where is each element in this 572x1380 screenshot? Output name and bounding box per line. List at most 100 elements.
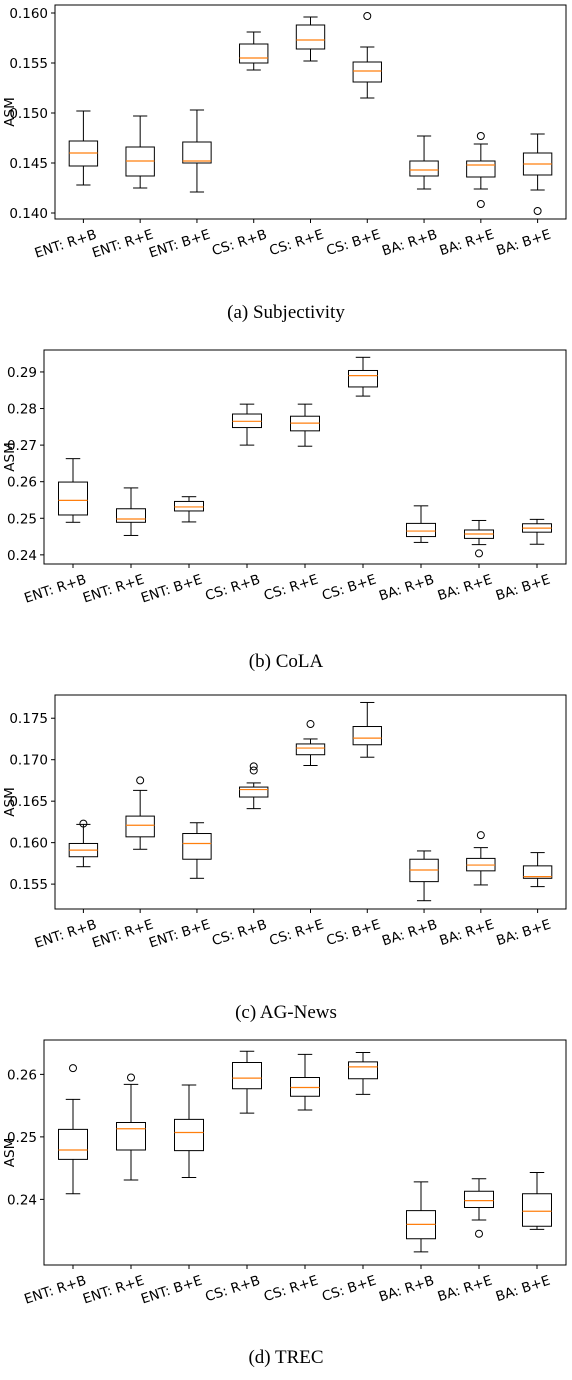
caption-cola: (b) CoLA <box>248 651 324 672</box>
y-tick-label: 0.27 <box>7 438 37 454</box>
outlier-point <box>249 762 258 771</box>
x-tick-label: ENT: R+B <box>22 1273 88 1308</box>
x-tick-label: ENT: B+E <box>147 227 212 262</box>
iqr-box <box>352 726 382 746</box>
x-tick-label: ENT: B+E <box>147 917 212 952</box>
iqr-box <box>466 160 496 178</box>
iqr-box <box>182 141 212 164</box>
y-tick-label: 0.24 <box>7 548 37 564</box>
box-8 <box>522 518 552 545</box>
iqr-box <box>406 522 436 538</box>
iqr-box <box>464 1190 494 1208</box>
x-tick-label: BA: R+E <box>436 1273 495 1306</box>
outlier-point <box>249 766 258 775</box>
box-0 <box>68 110 99 186</box>
x-tick-label: CS: R+B <box>210 917 269 950</box>
box-7 <box>466 132 496 208</box>
iqr-box <box>290 1077 320 1097</box>
iqr-box <box>348 369 378 388</box>
x-tick-label: CS: R+E <box>262 1273 320 1306</box>
y-axis-label: ASM <box>2 442 18 471</box>
iqr-box <box>174 500 204 512</box>
iqr-box <box>348 1061 378 1080</box>
y-axis-label: ASM <box>2 97 18 126</box>
y-axis-label: ASM <box>2 787 18 816</box>
y-tick-label: 0.160 <box>9 836 48 852</box>
y-tick-label: 0.175 <box>9 711 48 727</box>
iqr-box <box>409 160 439 177</box>
y-tick-label: 0.29 <box>7 365 37 381</box>
x-tick-label: ENT: R+B <box>33 917 99 952</box>
axes-frame <box>43 349 567 565</box>
box-5 <box>348 1052 378 1095</box>
box-6 <box>406 505 436 543</box>
x-tick-label: CS: R+B <box>203 1273 262 1306</box>
box-3 <box>232 403 262 446</box>
y-tick-label: 0.140 <box>9 206 48 222</box>
outlier-point <box>127 1073 135 1082</box>
x-tick-label: BA: R+E <box>436 572 495 605</box>
iqr-box <box>125 815 155 838</box>
x-tick-label: BA: R+E <box>438 227 497 260</box>
x-tick-label: ENT: R+E <box>90 227 155 262</box>
box-0 <box>58 458 88 523</box>
box-3 <box>239 762 269 810</box>
iqr-box <box>116 508 146 523</box>
y-tick-label: 0.25 <box>7 511 37 527</box>
x-tick-label: ENT: R+B <box>33 227 99 262</box>
x-tick-label: CS: R+B <box>210 227 269 260</box>
x-tick-label: BA: B+E <box>494 1273 552 1306</box>
box-8 <box>522 1172 552 1230</box>
box-8 <box>522 852 553 888</box>
outlier-point <box>475 1229 483 1238</box>
outlier-point <box>476 831 485 840</box>
iqr-box <box>522 1193 552 1227</box>
box-8 <box>522 133 553 215</box>
x-tick-label: CS: B+E <box>324 227 382 260</box>
iqr-box <box>239 43 269 64</box>
iqr-box <box>352 61 382 83</box>
x-tick-label: CS: B+E <box>320 1273 378 1306</box>
x-tick-label: BA: B+E <box>494 917 552 950</box>
x-tick-label: CS: B+E <box>324 917 382 950</box>
outlier-point <box>476 132 485 140</box>
iqr-box <box>239 786 269 798</box>
x-tick-label: CS: R+B <box>203 572 262 605</box>
iqr-box <box>58 1128 88 1160</box>
box-1 <box>116 1073 146 1181</box>
panel-ag-news: 0.155 0.160 0.165 0.170 0.175 ASM ENT: R+B ENT:… <box>0 690 572 1030</box>
outlier-point <box>475 549 483 558</box>
iqr-box <box>232 1062 262 1090</box>
box-3 <box>232 1050 262 1114</box>
outlier-point <box>136 776 145 785</box>
box-5 <box>352 701 382 758</box>
caption-subjectivity: (a) Subjectivity <box>227 302 345 323</box>
x-tick-label: ENT: R+E <box>81 1273 146 1308</box>
box-2 <box>182 109 212 193</box>
box-4 <box>290 403 320 447</box>
y-tick-label: 0.155 <box>9 56 48 72</box>
x-tick-label: CS: R+E <box>267 227 325 260</box>
x-tick-label: BA: R+B <box>380 227 439 260</box>
iqr-box <box>116 1122 146 1151</box>
iqr-box <box>295 743 326 756</box>
y-tick-label: 0.25 <box>7 1130 37 1146</box>
x-tick-label: ENT: R+E <box>81 572 146 607</box>
x-tick-label: BA: B+E <box>494 572 552 605</box>
outlier-point <box>476 200 485 208</box>
y-tick-label: 0.26 <box>7 475 37 491</box>
panel-cola: 0.24 0.25 0.26 0.27 0.28 0.29 ASM ENT: R+B ENT: … <box>0 345 572 685</box>
outlier-point <box>363 12 372 20</box>
outlier-point <box>533 207 542 215</box>
box-0 <box>58 1064 88 1195</box>
box-2 <box>174 496 204 523</box>
x-tick-label: ENT: B+E <box>139 1273 204 1308</box>
x-tick-label: CS: R+E <box>262 572 320 605</box>
y-tick-label: 0.165 <box>9 794 48 810</box>
caption-trec: (d) TREC <box>248 1347 324 1368</box>
panel-subjectivity: 0.140 0.145 0.150 0.155 0.160 ASM ENT: R+B ENT:… <box>0 0 572 340</box>
iqr-box <box>174 1118 204 1152</box>
